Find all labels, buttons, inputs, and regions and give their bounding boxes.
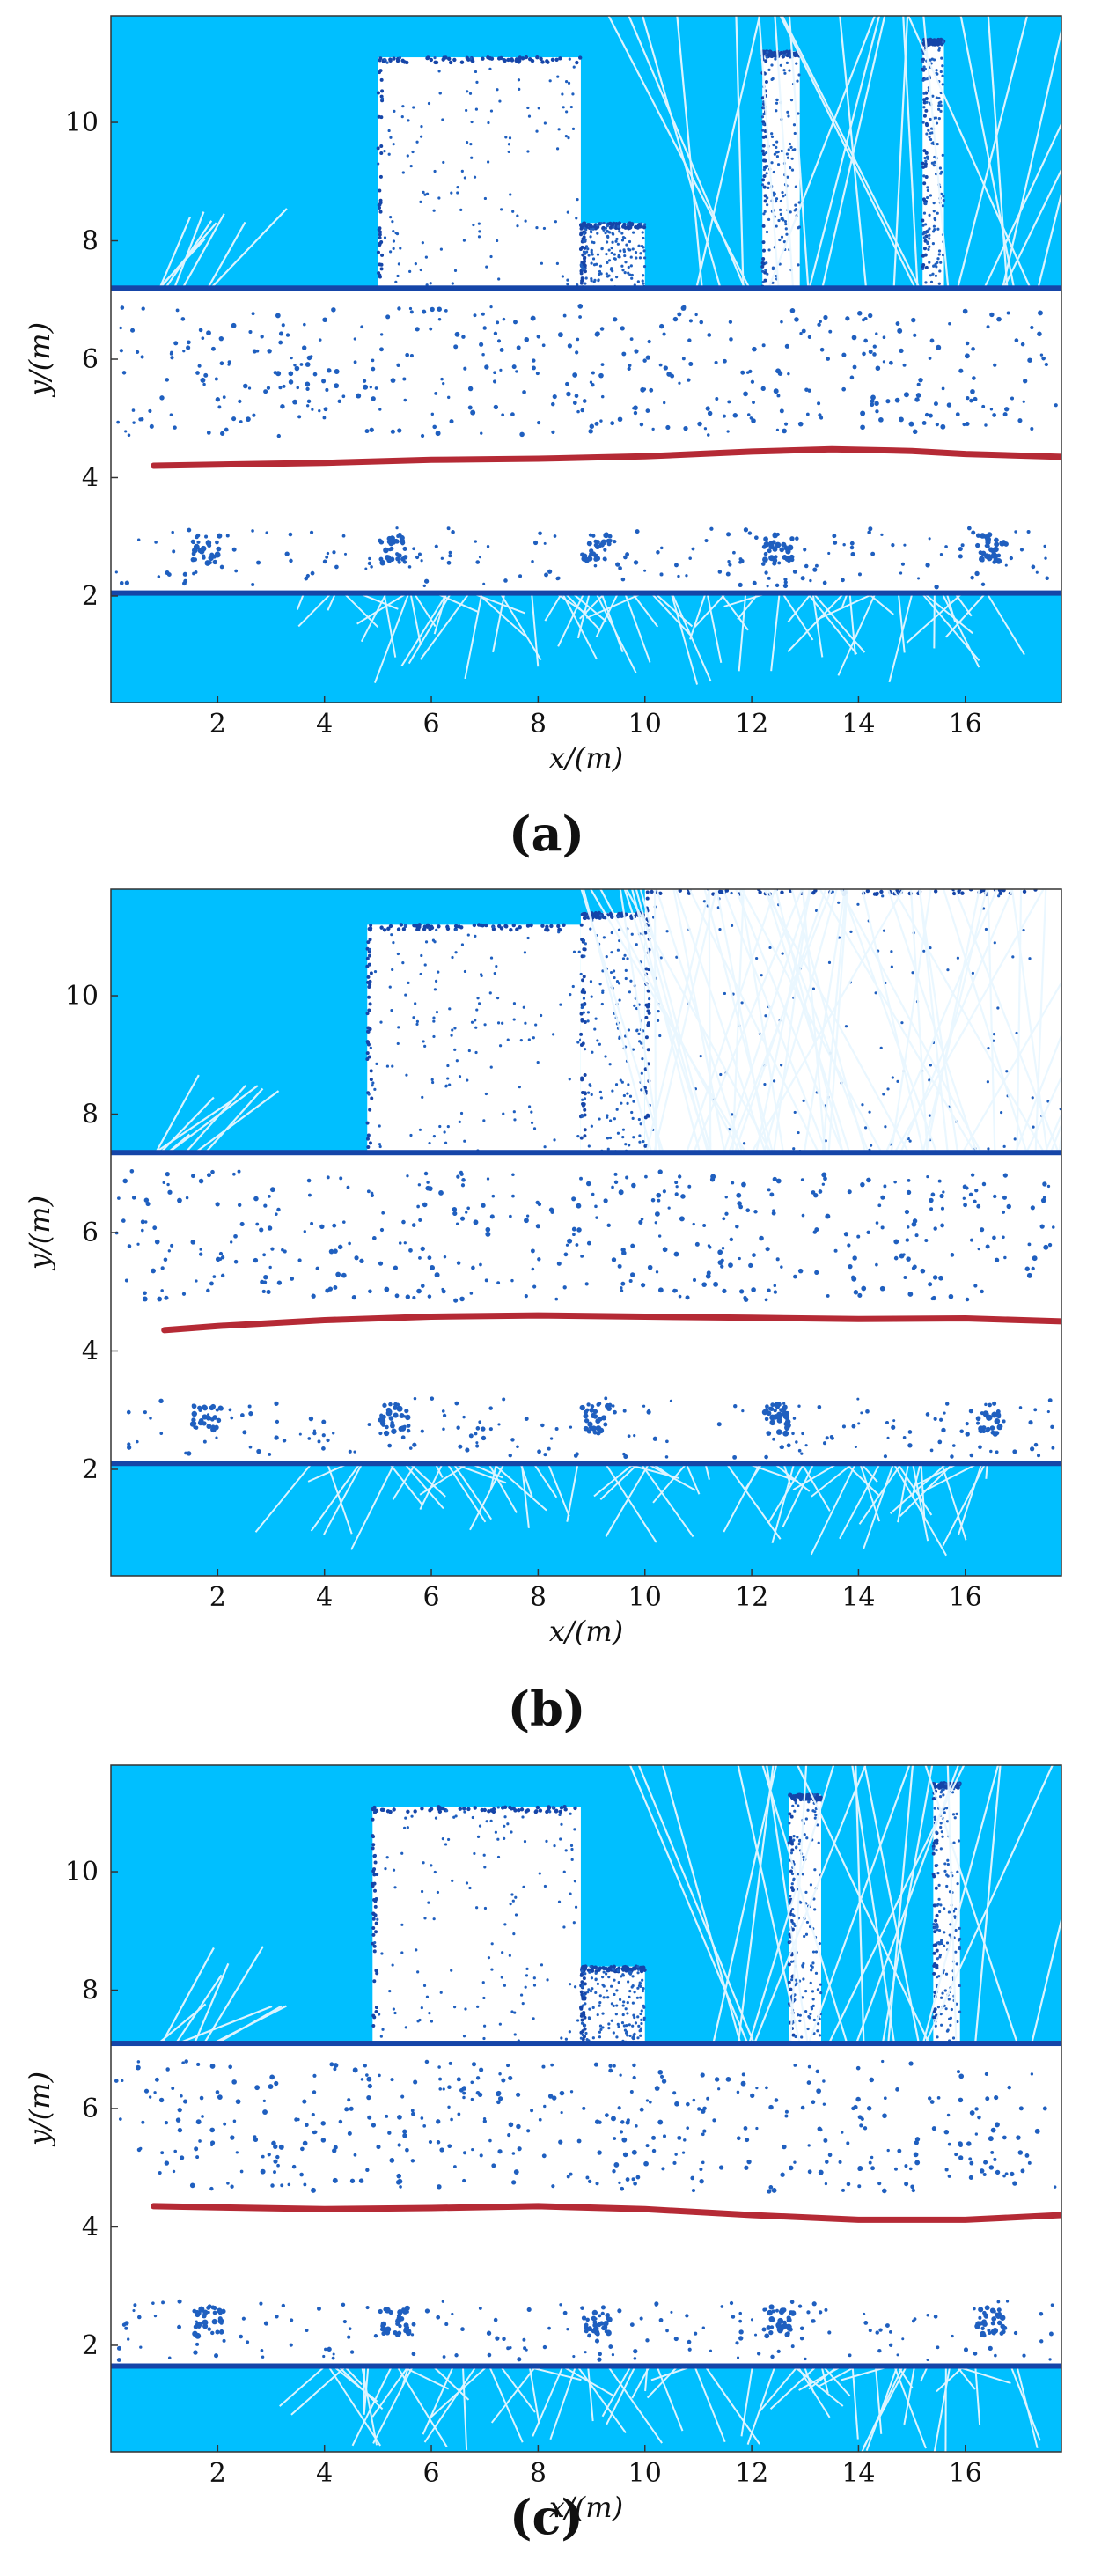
lower-wall — [111, 1461, 1061, 1467]
x-tick-label: 4 — [316, 1582, 333, 1613]
upper-wall — [111, 1150, 1061, 1156]
x-axis-label: x/(m) — [549, 741, 623, 775]
plot-area — [111, 889, 1061, 1576]
x-axis-label: x/(m) — [549, 1615, 623, 1648]
y-axis-label: y/(m) — [23, 322, 56, 398]
y-tick-label: 4 — [82, 2212, 99, 2242]
x-tick-label: 10 — [628, 2458, 662, 2489]
y-tick-label: 2 — [82, 1454, 99, 1485]
x-tick-label: 12 — [735, 2458, 768, 2489]
y-axis-label: y/(m) — [23, 1196, 56, 1271]
y-tick-label: 10 — [65, 981, 99, 1012]
x-axis-label: x/(m) — [549, 2491, 623, 2524]
y-tick-label: 6 — [82, 1218, 99, 1248]
lidar-rays-upper — [158, 1765, 1061, 2045]
x-tick-label: 8 — [530, 709, 547, 740]
lower-wall — [111, 2363, 1061, 2369]
robot-trajectory — [161, 1312, 1061, 1334]
scanned-region-1 — [378, 57, 581, 289]
x-tick-label: 16 — [949, 709, 982, 740]
y-axis-label: y/(m) — [23, 2072, 56, 2147]
x-tick-label: 2 — [209, 2458, 226, 2489]
robot-trajectory — [151, 2203, 1061, 2223]
y-tick-label: 6 — [82, 344, 99, 375]
y-tick-label: 6 — [82, 2094, 99, 2124]
obstacle-points — [114, 304, 1058, 590]
axes: 2 4 6 8 10 12 14 16 2 4 6 8 10 — [65, 1857, 982, 2489]
scanned-region-1 — [372, 1807, 581, 2044]
x-tick-label: 8 — [530, 2458, 547, 2489]
x-tick-label: 12 — [735, 1582, 768, 1613]
x-tick-label: 10 — [628, 709, 662, 740]
y-tick-label: 8 — [82, 1100, 99, 1130]
x-tick-label: 8 — [530, 1582, 547, 1613]
x-tick-label: 14 — [841, 2458, 875, 2489]
lidar-rays-upper — [158, 16, 1061, 290]
y-tick-label: 10 — [65, 1857, 99, 1888]
x-tick-label: 4 — [316, 2458, 333, 2489]
lidar-rays-lower — [296, 592, 1025, 685]
axes: 2 4 6 8 10 12 14 16 2 4 6 8 10 — [65, 107, 982, 740]
lidar-rays-lower — [254, 1462, 988, 1557]
y-tick-label: 2 — [82, 2330, 99, 2361]
y-tick-label: 8 — [82, 1976, 99, 2006]
panel-caption: (a) — [509, 806, 584, 862]
x-tick-label: 4 — [316, 709, 333, 740]
panel-caption: (b) — [508, 1681, 586, 1737]
x-tick-label: 14 — [841, 1582, 875, 1613]
y-tick-label: 2 — [82, 581, 99, 612]
plot-area — [111, 1765, 1061, 2452]
x-tick-label: 2 — [209, 709, 226, 740]
scanned-region-1 — [367, 924, 581, 1153]
y-tick-label: 4 — [82, 462, 99, 493]
x-tick-label: 14 — [841, 709, 875, 740]
x-tick-label: 6 — [422, 1582, 439, 1613]
free-corridor — [111, 288, 1061, 593]
obstacle-points — [114, 2059, 1057, 2362]
x-tick-label: 2 — [209, 1582, 226, 1613]
x-tick-label: 6 — [422, 2458, 439, 2489]
y-tick-label: 10 — [65, 107, 99, 138]
x-tick-label: 12 — [735, 709, 768, 740]
lidar-rays-upper — [154, 889, 1061, 1154]
lidar-rays-lower — [279, 2365, 1041, 2452]
scanned-region-2 — [580, 912, 645, 1153]
upper-wall — [111, 285, 1061, 291]
y-tick-label: 8 — [82, 226, 99, 257]
y-tick-label: 4 — [82, 1336, 99, 1366]
obstacle-points — [114, 1168, 1055, 1460]
x-tick-label: 6 — [422, 709, 439, 740]
x-tick-label: 16 — [949, 2458, 982, 2489]
robot-trajectory — [151, 445, 1061, 469]
x-tick-label: 16 — [949, 1582, 982, 1613]
upper-wall — [111, 2041, 1061, 2047]
plot-area — [111, 16, 1061, 703]
panel-caption: (c) — [510, 2489, 584, 2545]
lower-wall — [111, 590, 1061, 596]
axes: 2 4 6 8 10 12 14 16 2 4 6 8 10 — [65, 981, 982, 1613]
x-tick-label: 10 — [628, 1582, 662, 1613]
